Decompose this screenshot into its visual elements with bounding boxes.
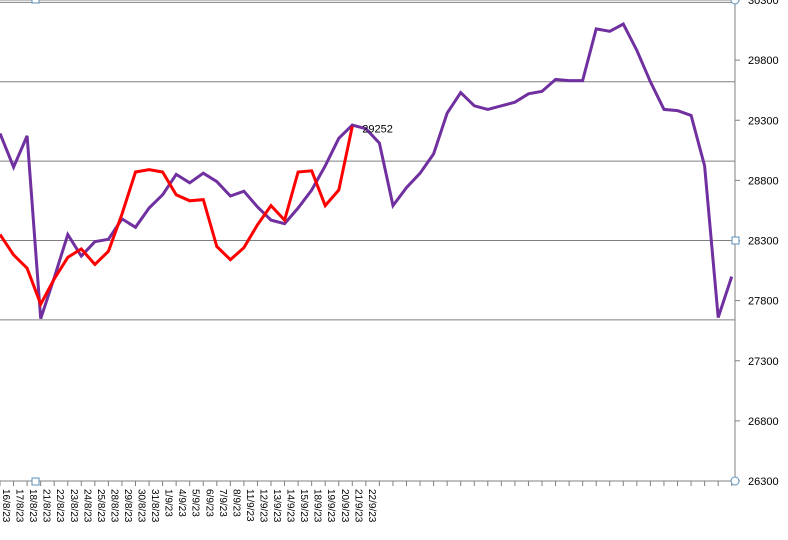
y-tick-label: 30300 [748, 0, 779, 7]
y-tick-label: 27800 [748, 296, 779, 308]
x-tick-label: 22/9/23 [366, 489, 377, 523]
y-tick-label: 28800 [748, 175, 779, 187]
x-tick-label: 1/9/23 [163, 489, 174, 517]
x-tick-label: 30/8/23 [136, 489, 147, 523]
x-tick-label: 25/8/23 [95, 489, 106, 523]
y-tick-label: 27300 [748, 356, 779, 368]
series-line-purple [0, 22, 734, 320]
handle-top-right [730, 0, 740, 5]
handle-top-left [31, 0, 40, 4]
x-tick-label: 19/9/23 [325, 489, 336, 523]
x-axis-ticks: 16/8/23 17/8/23 18/8/23 21/8/23 22/8/23 23/8/… [0, 481, 733, 523]
y-axis-ticks: 26300 26800 27300 27800 28300 28800 29300 29800… [735, 0, 779, 488]
y-tick-label: 26300 [748, 476, 779, 488]
x-tick-label: 31/8/23 [149, 489, 160, 523]
x-tick-label: 18/9/23 [312, 489, 323, 523]
x-tick-label: 22/8/23 [54, 489, 65, 523]
x-tick-label: 5/9/23 [190, 489, 201, 517]
x-tick-label: 28/8/23 [108, 489, 119, 523]
selection-handles [31, 0, 740, 486]
y-tick-label: 29300 [748, 115, 779, 127]
handle-right-middle [731, 236, 740, 245]
series-line-red [0, 125, 354, 308]
x-tick-label: 29/8/23 [122, 489, 133, 523]
series-lines [0, 22, 734, 320]
gridlines [0, 1, 735, 321]
handle-bottom-left [31, 477, 40, 486]
y-tick-label: 26800 [748, 416, 779, 428]
x-tick-label: 21/9/23 [352, 489, 363, 523]
x-tick-label: 18/8/23 [27, 489, 38, 523]
x-tick-label: 8/9/23 [230, 489, 241, 517]
x-tick-label: 20/9/23 [339, 489, 350, 523]
x-tick-label: 4/9/23 [176, 489, 187, 517]
y-tick-label: 29800 [748, 55, 779, 67]
x-tick-label: 24/8/23 [81, 489, 92, 523]
handle-bottom-right [730, 476, 740, 486]
x-tick-label: 15/9/23 [298, 489, 309, 523]
x-tick-label: 6/9/23 [203, 489, 214, 517]
x-tick-label: 13/9/23 [271, 489, 282, 523]
x-tick-label: 16/8/23 [0, 489, 11, 523]
x-tick-label: 21/8/23 [41, 489, 52, 523]
x-tick-label: 14/9/23 [285, 489, 296, 523]
x-tick-label: 17/8/23 [14, 489, 25, 523]
x-tick-label: 7/9/23 [217, 489, 228, 517]
x-tick-label: 23/8/23 [68, 489, 79, 523]
data-label-last-value: 29252 [362, 123, 393, 135]
x-tick-label: 12/9/23 [257, 489, 268, 523]
y-tick-label: 28300 [748, 236, 779, 248]
x-tick-label: 11/9/23 [244, 489, 255, 522]
